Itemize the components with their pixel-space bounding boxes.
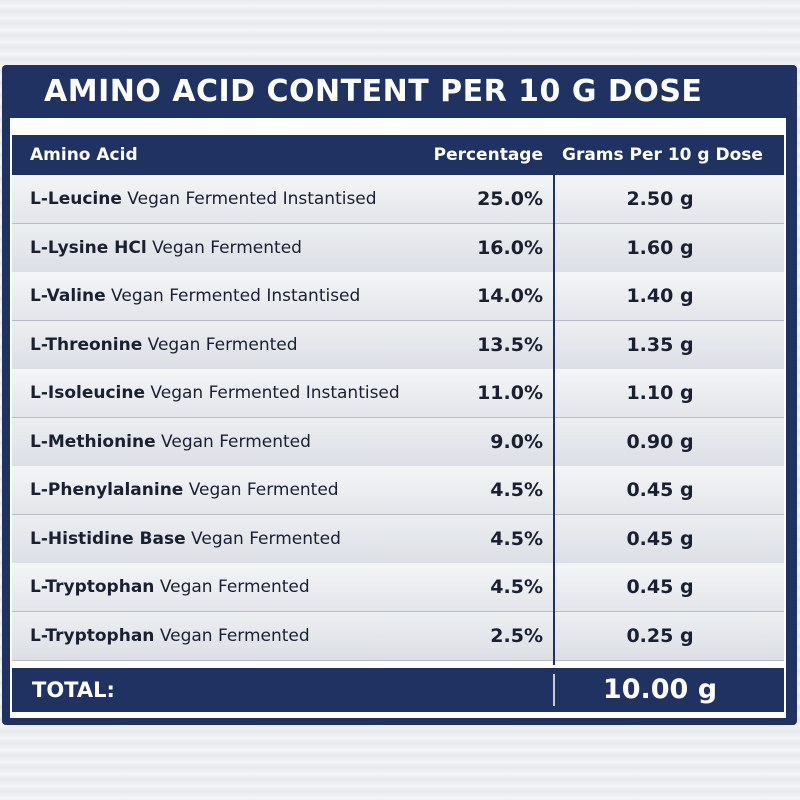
table-row: L-Leucine Vegan Fermented Instantised 25.… bbox=[12, 175, 784, 224]
total-label: TOTAL: bbox=[32, 678, 115, 702]
amino-acid-bold: L-Methionine bbox=[30, 431, 156, 452]
percentage: 11.0% bbox=[477, 382, 543, 404]
grams: 0.90 g bbox=[626, 430, 694, 453]
column-divider bbox=[553, 135, 555, 665]
amino-acid-detail: Vegan Fermented bbox=[147, 334, 298, 355]
amino-acid-name: L-Valine Vegan Fermented Instantised bbox=[30, 272, 360, 320]
amino-acid-detail: Vegan Fermented bbox=[159, 625, 310, 646]
table-row: L-Histidine Base Vegan Fermented 4.5% 0.45… bbox=[12, 514, 784, 564]
grams: 1.60 g bbox=[626, 236, 694, 259]
total-row: TOTAL: 10.00 g bbox=[12, 668, 784, 712]
amino-acid-bold: L-Tryptophan bbox=[30, 625, 155, 646]
header-cell: Amino Acid bbox=[30, 145, 138, 165]
amino-acid-name: L-Phenylalanine Vegan Fermented bbox=[30, 466, 339, 514]
header-cell: Percentage bbox=[433, 145, 543, 165]
header-cell: Grams Per 10 g Dose bbox=[562, 145, 763, 165]
amino-acid-bold: L-Phenylalanine bbox=[30, 480, 184, 500]
amino-acid-name: L-Leucine Vegan Fermented Instantised bbox=[30, 175, 377, 223]
percentage: 25.0% bbox=[477, 188, 543, 210]
amino-acid-name: L-Threonine Vegan Fermented bbox=[30, 321, 298, 369]
percentage: 4.5% bbox=[490, 576, 543, 598]
table-row: L-Threonine Vegan Fermented 13.5% 1.35 g bbox=[12, 320, 784, 370]
grams: 0.45 g bbox=[626, 527, 694, 550]
amino-acid-bold: L-Valine bbox=[30, 286, 106, 306]
amino-acid-detail: Vegan Fermented bbox=[152, 237, 302, 258]
grams: 0.45 g bbox=[626, 576, 694, 598]
amino-acid-name: L-Histidine Base Vegan Fermented bbox=[30, 515, 341, 563]
percentage: 14.0% bbox=[477, 285, 543, 307]
table-row: L-Lysine HCl Vegan Fermented 16.0% 1.60 g bbox=[12, 223, 784, 273]
table-row: L-Tryptophan Vegan Fermented 2.5% 0.25 g bbox=[12, 611, 784, 661]
table-row: L-Isoleucine Vegan Fermented Instantised… bbox=[12, 369, 784, 418]
percentage: 4.5% bbox=[490, 527, 543, 550]
amino-acid-detail: Vegan Fermented bbox=[191, 528, 341, 549]
amino-acid-detail: Vegan Fermented bbox=[188, 480, 339, 500]
grams: 2.50 g bbox=[626, 188, 694, 210]
amino-acid-bold: L-Tryptophan bbox=[30, 577, 155, 597]
amino-acid-name: L-Methionine Vegan Fermented bbox=[30, 418, 311, 466]
amino-acid-name: L-Tryptophan Vegan Fermented bbox=[30, 612, 310, 660]
table-row: L-Tryptophan Vegan Fermented 4.5% 0.45 g bbox=[12, 563, 784, 612]
percentage: 2.5% bbox=[490, 624, 543, 647]
percentage: 9.0% bbox=[490, 430, 543, 453]
grams: 0.25 g bbox=[626, 624, 694, 647]
percentage: 13.5% bbox=[477, 333, 543, 356]
amino-acid-detail: Vegan Fermented Instantised bbox=[127, 189, 377, 209]
amino-acid-detail: Vegan Fermented bbox=[159, 577, 310, 597]
title: AMINO ACID CONTENT PER 10 G DOSE bbox=[44, 74, 703, 109]
amino-acid-bold: L-Threonine bbox=[30, 334, 143, 355]
table-row: L-Phenylalanine Vegan Fermented 4.5% 0.45 … bbox=[12, 466, 784, 515]
total-value: 10.00 g bbox=[602, 674, 718, 705]
column-divider bbox=[553, 674, 555, 706]
amino-acid-bold: L-Leucine bbox=[30, 189, 122, 209]
percentage: 16.0% bbox=[477, 236, 543, 259]
grams: 1.40 g bbox=[626, 285, 694, 307]
amino-acid-bold: L-Histidine Base bbox=[30, 528, 186, 549]
amino-acid-detail: Vegan Fermented bbox=[161, 431, 311, 452]
amino-acid-bold: L-Isoleucine bbox=[30, 383, 146, 403]
amino-acid-name: L-Tryptophan Vegan Fermented bbox=[30, 563, 310, 611]
amino-acid-detail: Vegan Fermented Instantised bbox=[150, 383, 400, 403]
table-row: L-Valine Vegan Fermented Instantised 14.0… bbox=[12, 272, 784, 321]
grams: 1.35 g bbox=[626, 333, 694, 356]
table-row: L-Methionine Vegan Fermented 9.0% 0.90 g bbox=[12, 417, 784, 467]
amino-acid-bold: L-Lysine HCl bbox=[30, 237, 147, 258]
grams: 1.10 g bbox=[626, 382, 694, 404]
grams: 0.45 g bbox=[626, 479, 694, 501]
amino-acid-detail: Vegan Fermented Instantised bbox=[111, 286, 361, 306]
header-row: Amino Acid Percentage Grams Per 10 g Dos… bbox=[12, 135, 784, 175]
amino-acid-name: L-Lysine HCl Vegan Fermented bbox=[30, 224, 302, 272]
amino-acid-name: L-Isoleucine Vegan Fermented Instantised bbox=[30, 369, 400, 417]
percentage: 4.5% bbox=[490, 479, 543, 501]
